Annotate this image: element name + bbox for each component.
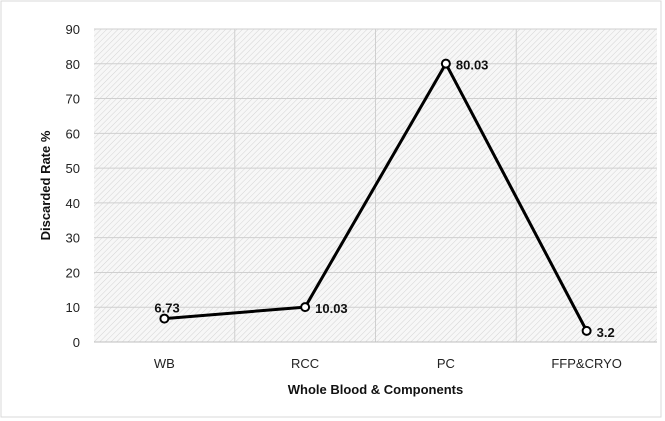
series-line	[164, 62, 588, 332]
data-label: 3.2	[597, 325, 615, 340]
y-tick-label: 10	[66, 300, 80, 315]
x-axis-ticks: WB RCC PC FFP&CRYO	[154, 356, 622, 371]
data-point	[440, 58, 451, 69]
y-tick-label: 80	[66, 57, 80, 72]
data-label: 10.03	[315, 301, 348, 316]
y-tick-label: 60	[66, 126, 80, 141]
series-layer	[159, 58, 592, 336]
y-tick-label: 70	[66, 92, 80, 107]
data-point	[581, 325, 592, 336]
y-tick-label: 0	[73, 335, 80, 350]
y-tick-label: 50	[66, 161, 80, 176]
data-label: 6.73	[154, 301, 179, 316]
x-tick-label: RCC	[291, 356, 319, 371]
y-axis-title: Discarded Rate %	[38, 130, 53, 240]
x-axis-title: Whole Blood & Components	[288, 382, 463, 397]
y-axis-ticks: 0 10 20 30 40 50 60 70 80 90	[66, 22, 80, 350]
x-tick-label: PC	[437, 356, 455, 371]
data-label: 80.03	[456, 58, 489, 73]
gridlines	[94, 28, 657, 342]
x-tick-label: FFP&CRYO	[551, 356, 622, 371]
y-tick-label: 20	[66, 265, 80, 280]
data-point	[159, 313, 170, 324]
y-tick-label: 40	[66, 196, 80, 211]
x-tick-label: WB	[154, 356, 175, 371]
y-tick-label: 30	[66, 231, 80, 246]
data-labels: 6.73 10.03 80.03 3.2	[154, 58, 614, 340]
y-tick-label: 90	[66, 22, 80, 37]
data-point	[300, 302, 311, 313]
